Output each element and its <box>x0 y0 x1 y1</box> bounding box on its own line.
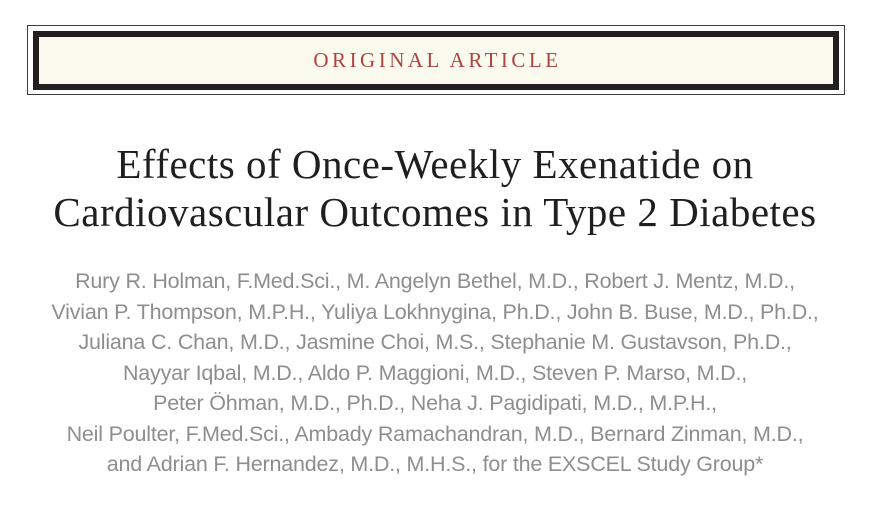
author-line: Rury R. Holman, F.Med.Sci., M. Angelyn B… <box>75 269 795 293</box>
author-line: Nayyar Iqbal, M.D., Aldo P. Maggioni, M.… <box>122 360 748 385</box>
author-line: Juliana C. Chan, M.D., Jasmine Choi, M.S… <box>78 330 792 354</box>
author-line: Vivian P. Thompson, M.P.H., Yuliya Lokhn… <box>51 299 819 324</box>
article-title: Effects of Once-Weekly Exenatide on Card… <box>0 140 870 236</box>
banner-label: ORIGINAL ARTICLE <box>313 48 562 72</box>
title-line-1: Effects of Once-Weekly Exenatide on <box>116 141 754 187</box>
author-line: Neil Poulter, F.Med.Sci., Ambady Ramacha… <box>66 421 804 446</box>
author-list: Rury R. Holman, F.Med.Sci., M. Angelyn B… <box>0 266 870 480</box>
title-line-2: Cardiovascular Outcomes in Type 2 Diabet… <box>53 189 817 235</box>
original-article-banner: ORIGINAL ARTICLE <box>27 25 845 95</box>
original-article-banner-frame: ORIGINAL ARTICLE <box>33 31 839 90</box>
author-line: and Adrian F. Hernandez, M.D., M.H.S., f… <box>106 452 764 476</box>
author-line: Peter Öhman, M.D., Ph.D., Neha J. Pagidi… <box>153 391 717 415</box>
